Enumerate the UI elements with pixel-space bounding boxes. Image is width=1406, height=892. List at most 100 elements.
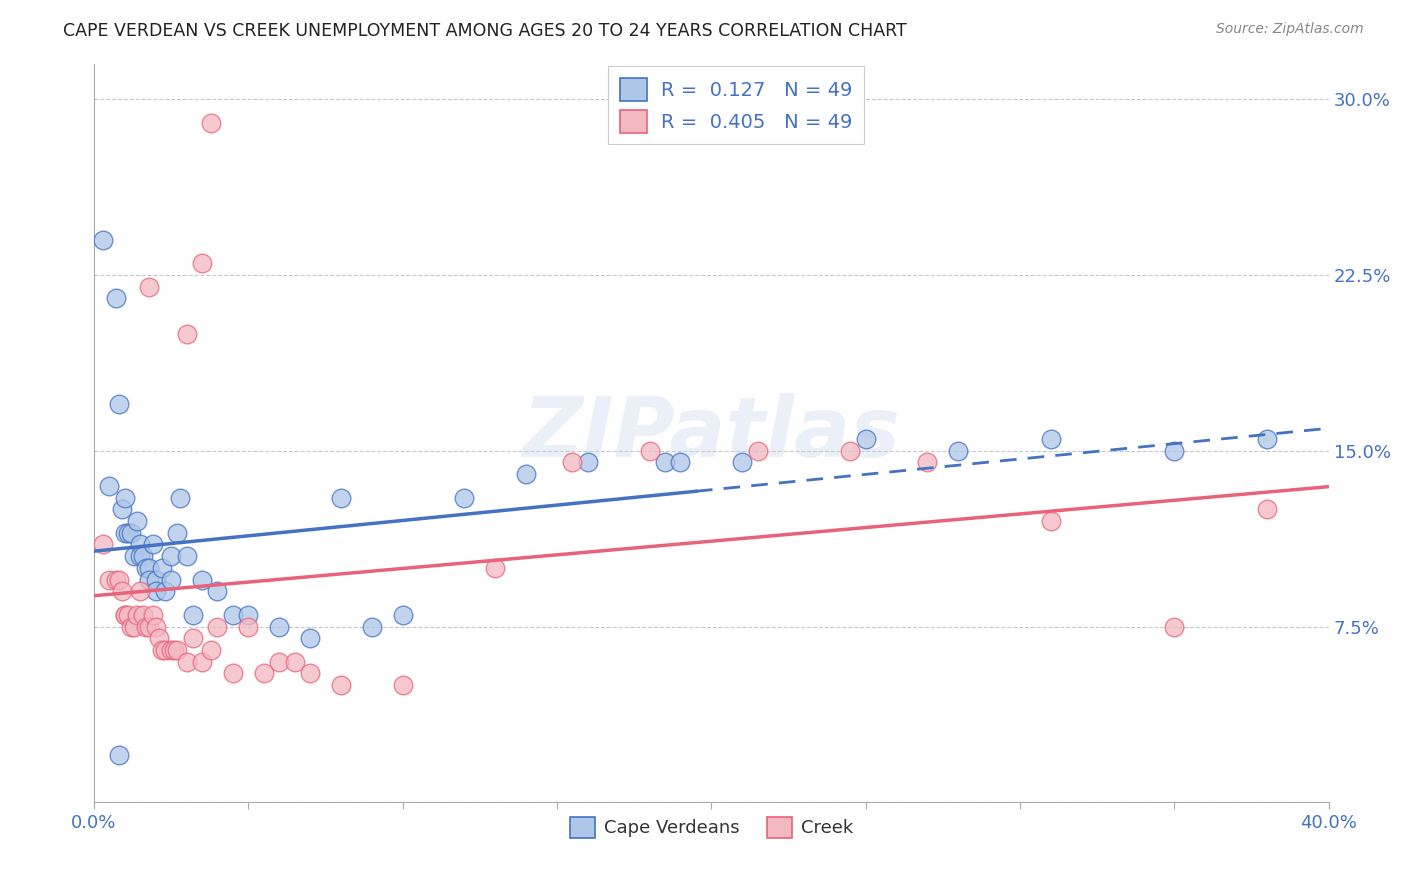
Point (138, 561, 160, 575)
Point (207, 584, 229, 599)
Point (638, 443, 661, 458)
Point (731, 455, 754, 469)
Point (114, 525, 136, 540)
Point (1163, 443, 1185, 458)
Point (176, 549, 198, 564)
Point (127, 514, 149, 528)
Point (329, 678, 352, 692)
Point (238, 619, 260, 633)
Point (120, 619, 142, 633)
Point (160, 549, 183, 564)
Point (948, 443, 970, 458)
Point (117, 607, 139, 622)
Point (132, 549, 155, 564)
Point (1039, 432, 1062, 446)
Point (166, 525, 188, 540)
Point (138, 619, 160, 633)
Point (91, 537, 114, 551)
Point (1256, 502, 1278, 516)
Point (98, 479, 121, 493)
Point (145, 584, 167, 599)
Point (104, 292, 127, 306)
Point (169, 491, 191, 505)
Point (150, 561, 173, 575)
Point (160, 643, 183, 657)
Point (839, 443, 862, 458)
Point (181, 607, 204, 622)
Point (269, 655, 291, 669)
Point (114, 607, 136, 622)
Point (142, 607, 165, 622)
Point (669, 455, 692, 469)
Point (127, 607, 149, 622)
Point (253, 666, 276, 681)
Point (576, 455, 599, 469)
Point (98, 573, 121, 587)
Legend: Cape Verdeans, Creek: Cape Verdeans, Creek (562, 810, 860, 845)
Point (166, 643, 188, 657)
Point (207, 619, 229, 633)
Point (148, 631, 170, 645)
Point (329, 491, 352, 505)
Point (129, 549, 152, 564)
Point (153, 584, 176, 599)
Text: Source: ZipAtlas.com: Source: ZipAtlas.com (1216, 22, 1364, 37)
Point (107, 748, 129, 763)
Text: ZIPatlas: ZIPatlas (523, 392, 900, 474)
Point (114, 607, 136, 622)
Point (150, 643, 173, 657)
Point (561, 455, 583, 469)
Point (238, 607, 260, 622)
Point (160, 573, 183, 587)
Point (654, 455, 676, 469)
Point (391, 607, 413, 622)
Point (917, 455, 939, 469)
Point (163, 643, 186, 657)
Point (111, 584, 134, 599)
Point (145, 619, 167, 633)
Point (107, 397, 129, 411)
Point (145, 573, 167, 587)
Point (132, 607, 155, 622)
Point (117, 525, 139, 540)
Point (200, 643, 222, 657)
Point (747, 443, 769, 458)
Point (138, 573, 160, 587)
Point (153, 643, 176, 657)
Point (1039, 514, 1062, 528)
Point (135, 561, 157, 575)
Point (453, 491, 475, 505)
Point (299, 631, 322, 645)
Point (129, 584, 152, 599)
Point (91, 233, 114, 247)
Point (191, 256, 214, 270)
Point (1163, 619, 1185, 633)
Point (284, 655, 307, 669)
Point (122, 549, 145, 564)
Point (111, 502, 134, 516)
Point (855, 432, 877, 446)
Text: CAPE VERDEAN VS CREEK UNEMPLOYMENT AMONG AGES 20 TO 24 YEARS CORRELATION CHART: CAPE VERDEAN VS CREEK UNEMPLOYMENT AMONG… (63, 22, 907, 40)
Point (299, 666, 322, 681)
Point (176, 655, 198, 669)
Point (135, 619, 157, 633)
Point (114, 491, 136, 505)
Point (191, 655, 214, 669)
Point (222, 666, 245, 681)
Point (515, 467, 537, 482)
Point (222, 607, 245, 622)
Point (176, 326, 198, 341)
Point (391, 678, 413, 692)
Point (484, 561, 506, 575)
Point (107, 573, 129, 587)
Point (191, 573, 214, 587)
Point (1256, 432, 1278, 446)
Point (269, 619, 291, 633)
Point (129, 537, 152, 551)
Point (104, 573, 127, 587)
Point (120, 525, 142, 540)
Point (122, 619, 145, 633)
Point (181, 631, 204, 645)
Point (138, 279, 160, 293)
Point (360, 619, 382, 633)
